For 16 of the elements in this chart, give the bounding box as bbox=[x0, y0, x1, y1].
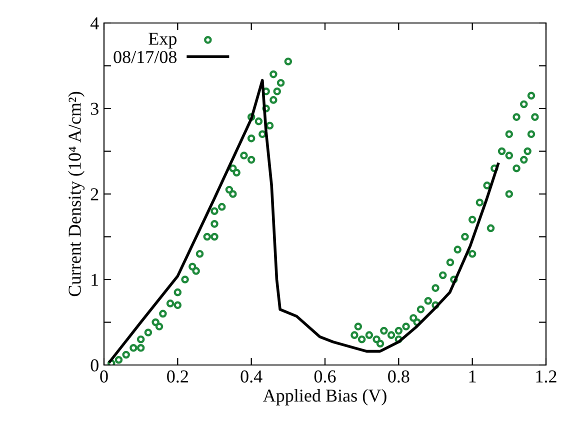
legend-label: 08/17/08 bbox=[114, 50, 177, 64]
y-tick-label: 2 bbox=[90, 188, 98, 200]
x-tick-label: 1 bbox=[469, 370, 476, 382]
legend-label: Exp bbox=[148, 32, 177, 49]
x-tick-label: 0.6 bbox=[314, 370, 336, 383]
x-tick-label: 0.8 bbox=[388, 370, 410, 383]
x-tick-label: 0.4 bbox=[240, 370, 262, 383]
y-tick-label: 1 bbox=[92, 274, 98, 286]
x-tick-label: 0.2 bbox=[167, 370, 188, 383]
x-axis-title: Applied Bias (V) bbox=[262, 389, 386, 406]
x-tick-label: 1.2 bbox=[536, 370, 556, 383]
y-tick-label: 3 bbox=[90, 102, 98, 115]
y-axis-title: Current Density (10⁴ A/cm²) bbox=[68, 92, 85, 296]
y-tick-label: 0 bbox=[90, 359, 98, 372]
y-tick-label: 4 bbox=[90, 17, 99, 30]
x-tick-label: 0 bbox=[100, 370, 108, 383]
